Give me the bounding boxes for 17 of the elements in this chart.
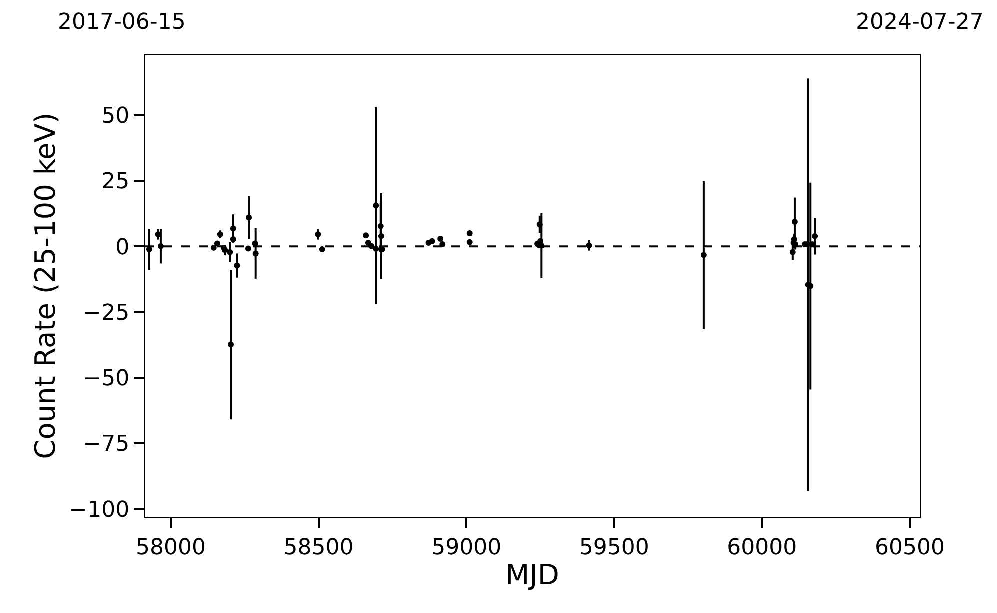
text: 2017-06-15	[58, 10, 186, 35]
x-tick-label: 58000	[136, 535, 206, 560]
y-tick-label: −100	[69, 498, 130, 523]
x-tick-label: 59000	[432, 535, 502, 560]
y-axis-title: Count Rate (25-100 keV)	[28, 112, 62, 460]
y-tick-label: −75	[83, 432, 130, 458]
y-tick-label: −50	[83, 366, 130, 392]
x-tick-label: 60500	[874, 535, 945, 560]
x-tick-label: 58500	[284, 535, 354, 560]
y-tick-label: −25	[83, 300, 130, 326]
x-axis-title: MJD	[506, 558, 560, 592]
y-tick-label: 0	[116, 235, 130, 260]
x-tick-label: 59500	[579, 535, 650, 560]
text: 2024-07-27	[856, 10, 984, 35]
y-tick-label: 50	[102, 104, 130, 130]
y-tick-label: 25	[102, 170, 130, 195]
x-tick-label: 60000	[727, 535, 798, 560]
